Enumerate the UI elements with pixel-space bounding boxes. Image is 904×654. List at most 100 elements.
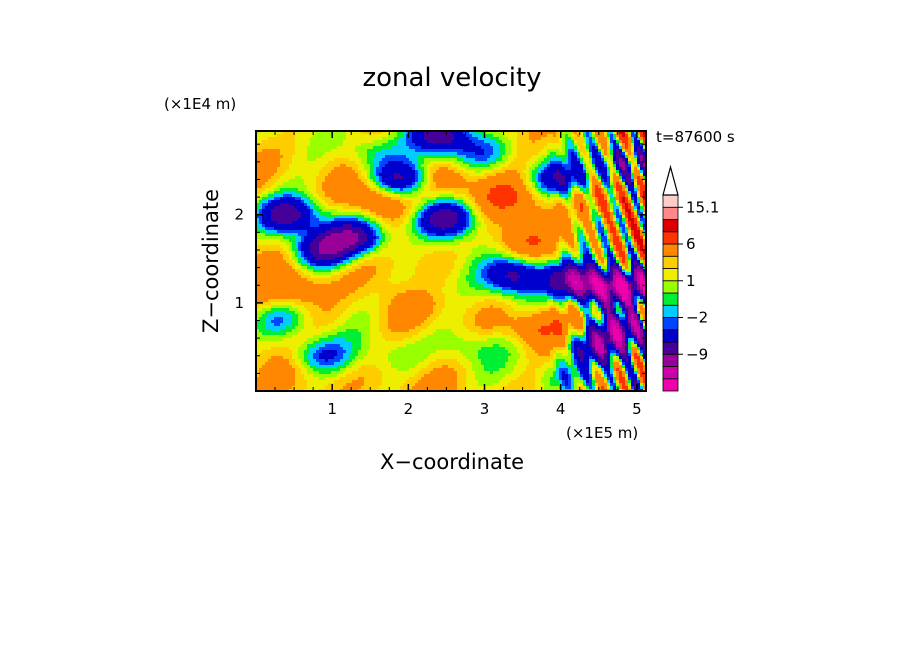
heatmap-cell <box>322 167 326 171</box>
heatmap-cell <box>343 185 347 189</box>
heatmap-cell <box>304 182 308 186</box>
heatmap-cell <box>622 230 626 234</box>
heatmap-cell <box>364 173 368 177</box>
heatmap-cell <box>604 203 608 207</box>
heatmap-cell <box>469 239 473 243</box>
heatmap-cell <box>625 221 629 225</box>
heatmap-cell <box>538 158 542 162</box>
heatmap-cell <box>469 188 473 192</box>
heatmap-cell <box>310 215 314 219</box>
heatmap-cell <box>301 131 305 135</box>
heatmap-cell <box>340 215 344 219</box>
heatmap-cell <box>307 170 311 174</box>
heatmap-cell <box>475 197 479 201</box>
heatmap-cell <box>256 161 260 165</box>
heatmap-cell <box>517 242 521 246</box>
heatmap-cell <box>580 137 584 141</box>
heatmap-cell <box>331 149 335 153</box>
heatmap-cell <box>349 140 353 144</box>
heatmap-cell <box>322 209 326 213</box>
heatmap-cell <box>466 134 470 138</box>
heatmap-cell <box>571 227 575 231</box>
heatmap-cell <box>397 218 401 222</box>
heatmap-cell <box>475 191 479 195</box>
heatmap-cell <box>394 149 398 153</box>
heatmap-cell <box>349 203 353 207</box>
heatmap-cell <box>628 230 632 234</box>
heatmap-cell <box>403 176 407 180</box>
heatmap-cell <box>472 134 476 138</box>
heatmap-cell <box>505 242 509 246</box>
heatmap-cell <box>595 140 599 144</box>
heatmap-cell <box>574 218 578 222</box>
heatmap-cell <box>463 224 467 228</box>
heatmap-cell <box>307 158 311 162</box>
heatmap-cell <box>502 197 506 201</box>
heatmap-cell <box>514 206 518 210</box>
heatmap-cell <box>601 140 605 144</box>
heatmap-cell <box>418 170 422 174</box>
heatmap-cell <box>568 218 572 222</box>
heatmap-cell <box>349 167 353 171</box>
heatmap-cell <box>526 188 530 192</box>
heatmap-cell <box>532 146 536 150</box>
heatmap-cell <box>430 191 434 195</box>
heatmap-cell <box>448 224 452 228</box>
heatmap-cell <box>562 212 566 216</box>
heatmap-cell <box>286 158 290 162</box>
heatmap-cell <box>367 203 371 207</box>
heatmap-cell <box>454 146 458 150</box>
heatmap-cell <box>343 191 347 195</box>
heatmap-cell <box>532 233 536 237</box>
heatmap-cell <box>412 233 416 237</box>
heatmap-cell <box>367 155 371 159</box>
heatmap-cell <box>394 227 398 231</box>
heatmap-cell <box>499 179 503 183</box>
heatmap-cell <box>502 170 506 174</box>
heatmap-cell <box>607 218 611 222</box>
heatmap-cell <box>424 224 428 228</box>
heatmap-cell <box>262 197 266 201</box>
heatmap-cell <box>262 164 266 168</box>
heatmap-cell <box>397 230 401 234</box>
heatmap-cell <box>325 203 329 207</box>
heatmap-cell <box>379 224 383 228</box>
heatmap-cell <box>418 221 422 225</box>
heatmap-cell <box>499 167 503 171</box>
heatmap-cell <box>559 170 563 174</box>
heatmap-cell <box>469 209 473 213</box>
heatmap-cell <box>430 131 434 135</box>
heatmap-cell <box>370 242 374 246</box>
heatmap-cell <box>637 236 641 240</box>
heatmap-cell <box>487 188 491 192</box>
heatmap-cell <box>316 134 320 138</box>
heatmap-cell <box>442 137 446 141</box>
heatmap-cell <box>604 197 608 201</box>
heatmap-cell <box>328 230 332 234</box>
heatmap-cell <box>259 203 263 207</box>
heatmap-cell <box>307 185 311 189</box>
heatmap-cell <box>478 233 482 237</box>
heatmap-cell <box>607 137 611 141</box>
heatmap-cell <box>640 233 644 237</box>
heatmap-cell <box>499 200 503 204</box>
heatmap-cell <box>508 239 512 243</box>
heatmap-cell <box>328 149 332 153</box>
heatmap-cell <box>454 161 458 165</box>
heatmap-cell <box>553 161 557 165</box>
heatmap-cell <box>505 239 509 243</box>
heatmap-cell <box>298 215 302 219</box>
heatmap-cell <box>436 179 440 183</box>
heatmap-cell <box>295 149 299 153</box>
heatmap-cell <box>415 230 419 234</box>
heatmap-cell <box>568 191 572 195</box>
heatmap-cell <box>604 194 608 198</box>
heatmap-cell <box>475 134 479 138</box>
heatmap-cell <box>436 167 440 171</box>
heatmap-cell <box>325 146 329 150</box>
heatmap-cell <box>517 197 521 201</box>
heatmap-cell <box>583 161 587 165</box>
heatmap-cell <box>292 179 296 183</box>
heatmap-cell <box>613 188 617 192</box>
heatmap-cell <box>289 185 293 189</box>
